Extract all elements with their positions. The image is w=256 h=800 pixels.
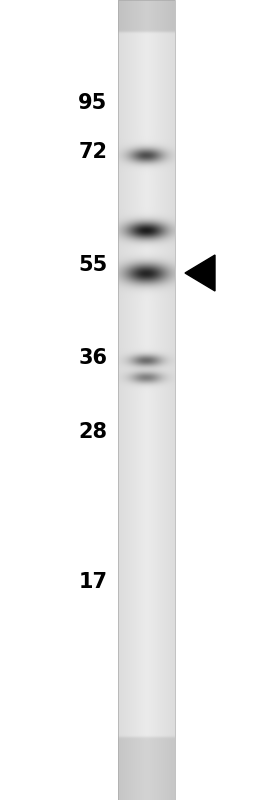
Bar bbox=[118, 0, 175, 800]
Text: 72: 72 bbox=[79, 142, 108, 162]
Text: 17: 17 bbox=[79, 572, 108, 592]
Polygon shape bbox=[185, 255, 215, 291]
Text: 28: 28 bbox=[79, 422, 108, 442]
Text: 55: 55 bbox=[78, 255, 108, 275]
Text: 36: 36 bbox=[79, 348, 108, 368]
Text: 95: 95 bbox=[78, 93, 108, 113]
